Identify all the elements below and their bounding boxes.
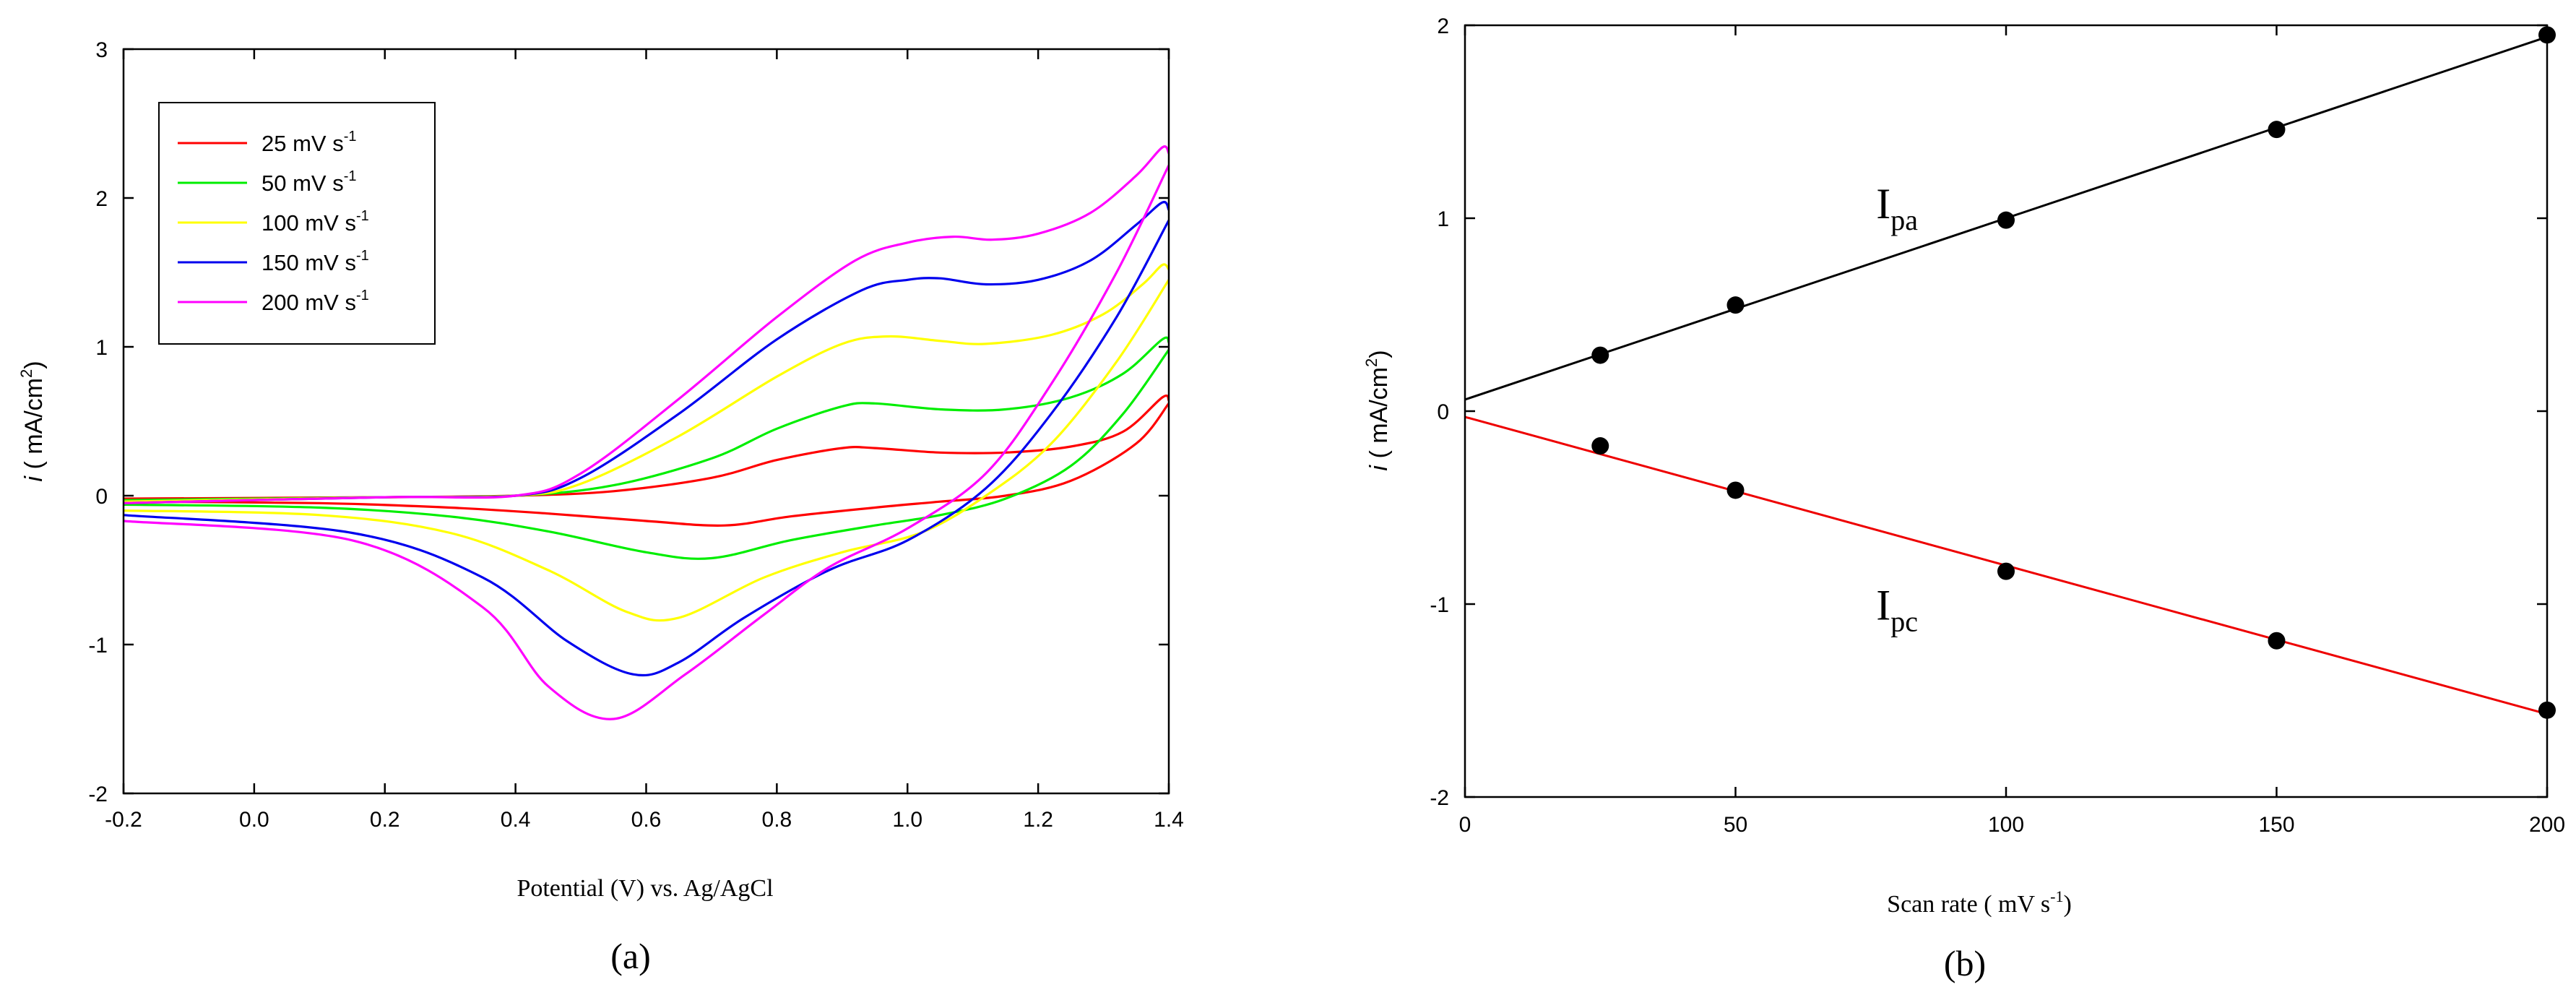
ipc-point-100: [1997, 562, 2015, 580]
cv-curve-200-reverse: [123, 164, 1170, 720]
ipc-point-150: [2268, 632, 2286, 650]
ipc-series-label: Ipc: [1876, 581, 1918, 637]
ipa-point-50: [1726, 296, 1745, 314]
b-x-tick-label: 0: [1459, 813, 1471, 837]
a-x-tick-label: 1.4: [1154, 808, 1184, 832]
b-x-tick-label: 50: [1724, 813, 1747, 837]
b-y-tick-label: 2: [1437, 14, 1449, 38]
legend-entry-100: 100 mV s-1: [178, 208, 369, 236]
legend-entry-25: 25 mV s-1: [178, 129, 357, 156]
legend-label-150: 150 mV s-1: [262, 248, 369, 275]
cv-curve-200-forward: [123, 145, 1170, 504]
a-x-tick-label: 0.4: [501, 808, 531, 832]
legend-entry-200: 200 mV s-1: [178, 288, 369, 315]
a-y-tick-label: 0: [95, 485, 108, 509]
panel-b-label: (b): [1944, 943, 1986, 983]
panel-b-x-axis-label: Scan rate ( mV s-1): [1887, 887, 2072, 918]
a-x-tick-label: 1.2: [1023, 808, 1053, 832]
b-y-tick-label: 1: [1437, 207, 1449, 231]
panel-a-ticks: -0.2 0.0 0.2 0.4 0.6 0.8 1.0 1.2 1.4 -2 -1 0 1 2 3: [88, 38, 1184, 832]
panel-a-curves: [123, 145, 1170, 720]
legend-entry-150: 150 mV s-1: [178, 248, 369, 275]
cv-curve-50-reverse: [123, 349, 1170, 560]
ipa-series-label: Ipa: [1876, 180, 1918, 236]
cv-curve-100-reverse: [123, 279, 1170, 622]
a-x-tick-label: 0.0: [239, 808, 269, 832]
b-x-tick-label: 100: [1988, 813, 2024, 837]
a-y-tick-label: 3: [95, 38, 108, 62]
panel-b-points: [1591, 26, 2556, 719]
panel-a-legend: 25 mV s-1 50 mV s-1 100 mV s-1 150 mV s-…: [158, 102, 436, 345]
b-y-tick-label: -2: [1430, 786, 1449, 810]
cv-series-200: [123, 145, 1170, 720]
panel-a-label: (a): [610, 936, 651, 976]
a-y-tick-label: 2: [95, 187, 108, 211]
ipc-point-50: [1726, 481, 1745, 499]
b-x-tick-label: 200: [2529, 813, 2565, 837]
b-x-tick-label: 150: [2258, 813, 2294, 837]
panel-b-y-axis-label: i ( mA/cm2): [1362, 350, 1393, 470]
ipa-point-25: [1591, 346, 1609, 364]
panel-a-cyclic-voltammogram: -0.2 0.0 0.2 0.4 0.6 0.8 1.0 1.2 1.4 -2 -1 0 1 2 3 i (…: [17, 38, 1184, 976]
legend-label-50: 50 mV s-1: [262, 168, 357, 196]
legend-label-100: 100 mV s-1: [262, 208, 369, 236]
a-y-tick-label: 1: [95, 336, 108, 360]
a-x-tick-label: -0.2: [105, 808, 142, 832]
ipa-point-150: [2268, 121, 2286, 139]
panel-a-y-axis-label: i ( mA/cm2): [17, 361, 48, 481]
a-y-tick-label: -2: [88, 783, 108, 806]
a-x-tick-label: 1.0: [892, 808, 922, 832]
legend-entry-50: 50 mV s-1: [178, 168, 357, 196]
a-y-tick-label: -1: [88, 634, 108, 658]
panel-a-x-axis-label: Potential (V) vs. Ag/AgCl: [517, 875, 773, 902]
a-x-tick-label: 0.8: [762, 808, 792, 832]
ipc-point-25: [1591, 437, 1609, 455]
legend-label-200: 200 mV s-1: [262, 288, 369, 315]
panel-b-ticks: 0 50 100 150 200 -2 -1 0 1 2: [1430, 14, 2565, 837]
ipa-point-100: [1997, 211, 2015, 229]
b-y-tick-label: 0: [1437, 400, 1449, 424]
a-x-tick-label: 0.6: [631, 808, 662, 832]
cv-curve-25-reverse: [123, 402, 1170, 527]
legend-label-25: 25 mV s-1: [262, 129, 357, 156]
a-x-tick-label: 0.2: [370, 808, 400, 832]
cv-curve-150-reverse: [123, 220, 1170, 677]
b-y-tick-label: -1: [1430, 593, 1449, 617]
